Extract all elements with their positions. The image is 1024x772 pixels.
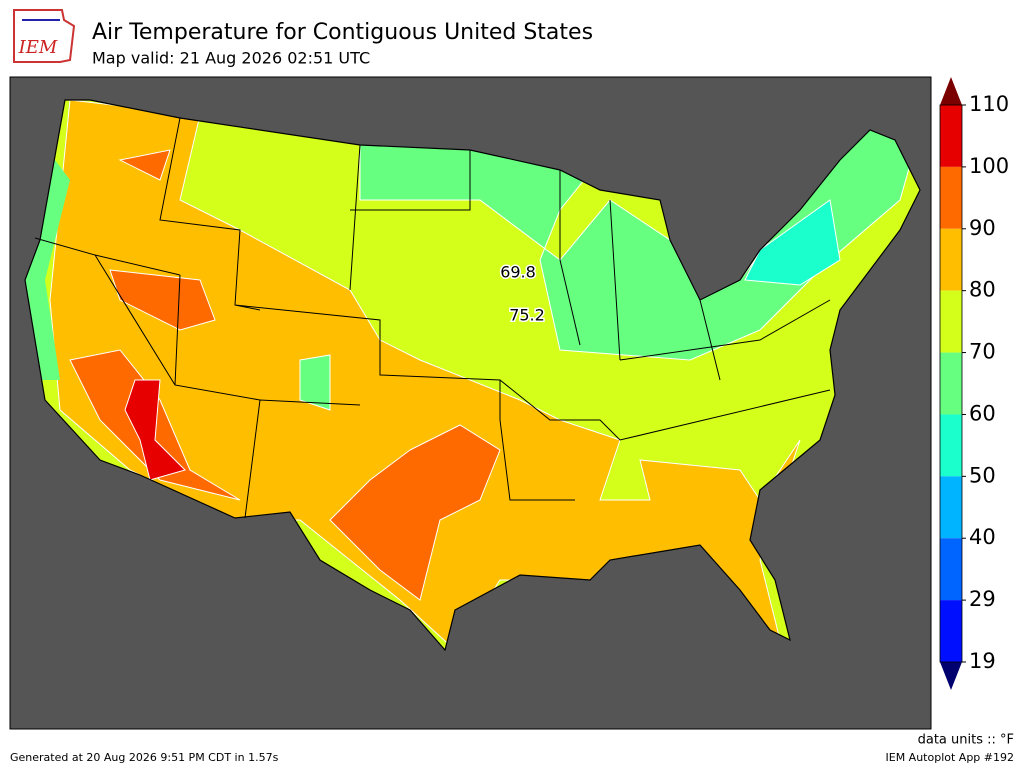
colorbar-over (940, 77, 962, 105)
subtitle: Map valid: 21 Aug 2026 02:51 UTC (92, 49, 370, 68)
logo: IEM (13, 9, 76, 63)
colorbar-segment (940, 476, 962, 539)
colorbar-tick-label: 60 (969, 401, 996, 425)
title: Air Temperature for Contiguous United St… (92, 20, 593, 45)
logo-text: IEM (18, 37, 58, 58)
us-border (24, 99, 921, 652)
field-100s (124, 379, 186, 481)
app-label: IEM Autoplot App #192 (886, 751, 1015, 764)
colorbar-segment (940, 166, 962, 229)
colorbar-tick-label: 80 (969, 278, 996, 302)
colorbar-segment (940, 414, 962, 477)
colorbar-tick-label: 29 (969, 587, 996, 611)
colorbar-tick-label: 19 (969, 649, 996, 673)
station-label: 69.8 (500, 263, 536, 282)
colorbar-tick-label: 90 (969, 216, 996, 240)
generated-label: Generated at 20 Aug 2026 9:51 PM CDT in … (10, 751, 279, 764)
colorbar-segment (940, 352, 962, 415)
colorbar-outline (939, 104, 963, 663)
station-label: 75.2 (509, 306, 545, 325)
units-label: data units :: °F (918, 733, 1014, 748)
colorbar-tick-label: 110 (969, 92, 1009, 116)
field-co-cool (299, 354, 331, 411)
field-90s (69, 149, 501, 601)
colorbar-tick-label: 100 (969, 154, 1009, 178)
colorbar-segment (940, 538, 962, 601)
logo-outline (13, 9, 76, 63)
colorbar-under (940, 662, 962, 690)
colorbar-segment (940, 600, 962, 662)
colorbar-segment (940, 105, 962, 167)
field-50s (744, 199, 841, 286)
map: 69.8 75.2 (9, 76, 932, 730)
colorbar-segment (940, 228, 962, 291)
colorbar: 110 100 90 80 70 60 50 40 29 19 (939, 77, 1009, 690)
colorbar-segment (940, 290, 962, 353)
state-lines (34, 117, 831, 519)
colorbar-tick-label: 40 (969, 525, 996, 549)
colorbar-tick-label: 50 (969, 463, 996, 487)
colorbar-tick-label: 70 (969, 340, 996, 364)
